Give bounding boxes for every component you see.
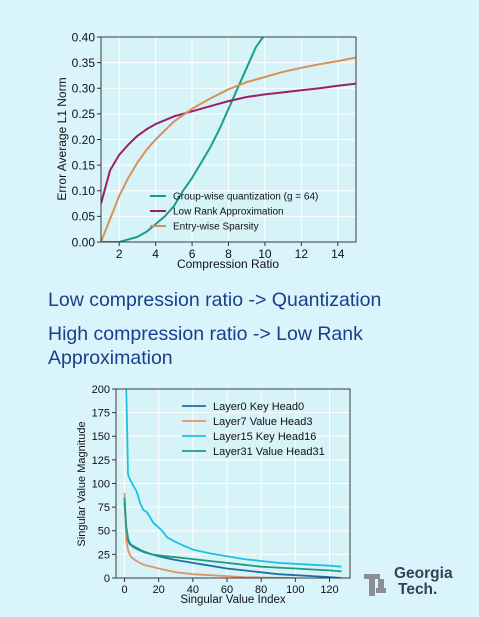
y-tick-label: 25: [98, 549, 110, 561]
y-tick-label: 0: [104, 573, 110, 585]
x-tick-label: 12: [295, 247, 309, 261]
y-tick-label: 0.35: [72, 56, 96, 70]
chart1-plot-frame: [100, 36, 357, 243]
series-line-1: [123, 492, 296, 578]
legend-label-2: Layer15 Key Head16: [213, 431, 316, 443]
series-line-2: [125, 389, 342, 568]
y-tick-label: 0.05: [72, 210, 96, 224]
georgia-tech-logo: Georgia Tech.: [364, 566, 474, 606]
takeaway-line-1: Low compression ratio -> Quantization: [48, 289, 382, 311]
chart2-grid: [116, 388, 350, 579]
legend-label-2: Entry-wise Sparsity: [173, 222, 259, 233]
chart1-lines: [101, 37, 356, 242]
x-tick-label: 100: [286, 584, 304, 596]
series-line-0: [101, 37, 264, 242]
chart2-plot-background: [116, 389, 350, 578]
y-tick-label: 0.20: [72, 133, 96, 147]
x-tick-label: 4: [152, 247, 159, 261]
y-tick-label: 100: [92, 478, 110, 490]
series-line-2: [101, 56, 356, 242]
chart1-y-axis-label: Error Average L1 Norm: [55, 77, 69, 200]
series-line-3: [123, 497, 342, 573]
chart2-y-axis-label: Singular Value Magnitude: [76, 421, 88, 546]
chart2-legend: Layer0 Key Head0 Layer7 Value Head3 Layer1…: [182, 401, 325, 458]
y-tick-label: 50: [98, 526, 110, 538]
legend-label-1: Low Rank Approximation: [173, 207, 284, 218]
x-tick-label: 40: [187, 584, 199, 596]
legend-label-0: Group-wise quantization (g = 64): [173, 192, 318, 203]
chart2-ticks: 0 20 40 60 80 100 120 0 25 50 75 100 125 150 175 200: [92, 384, 339, 596]
chart2-plot-frame: [115, 388, 351, 579]
chart1-ticks: 2 4 6 8 10 12 14 0.00 0.05 0.10 0.15 0.20 0.25 0.30 0.…: [72, 30, 345, 261]
x-tick-label: 0: [121, 584, 127, 596]
chart1-x-axis-label: Compression Ratio: [177, 257, 279, 271]
x-tick-label: 120: [320, 584, 338, 596]
chart2-lines: [123, 389, 342, 578]
logo-line-2: Tech.: [398, 581, 438, 598]
series-line-1: [101, 82, 356, 204]
x-tick-label: 2: [116, 247, 123, 261]
takeaway-line-2: High compression ratio -> Low Rank: [48, 323, 363, 345]
y-tick-label: 0.25: [72, 107, 96, 121]
y-tick-label: 150: [92, 431, 110, 443]
x-tick-label: 60: [221, 584, 233, 596]
y-tick-label: 125: [92, 455, 110, 467]
y-tick-label: 0.15: [72, 158, 96, 172]
y-tick-label: 75: [98, 502, 110, 514]
y-tick-label: 200: [92, 384, 110, 396]
legend-label-3: Layer31 Value Head31: [213, 446, 325, 458]
x-tick-label: 10: [258, 247, 272, 261]
y-tick-label: 0.00: [72, 235, 96, 249]
takeaway-line-3: Approximation: [48, 347, 173, 369]
x-tick-label: 14: [331, 247, 345, 261]
chart2-x-axis-label: Singular Value Index: [180, 594, 286, 606]
compression-error-chart: 2 4 6 8 10 12 14 0.00 0.05 0.10 0.15 0.20 0.25 0.30 0.…: [55, 30, 357, 271]
y-tick-label: 0.10: [72, 184, 96, 198]
logo-wordmark: Georgia Tech.: [394, 566, 453, 598]
chart1-legend: Group-wise quantization (g = 64) Low Rank…: [150, 192, 318, 233]
legend-label-0: Layer0 Key Head0: [213, 401, 304, 413]
y-tick-label: 0.40: [72, 30, 96, 44]
x-tick-label: 6: [189, 247, 196, 261]
y-tick-label: 0.30: [72, 82, 96, 96]
legend-label-1: Layer7 Value Head3: [213, 416, 312, 428]
y-tick-label: 175: [92, 408, 110, 420]
series-line-0: [123, 502, 342, 578]
x-tick-label: 80: [255, 584, 267, 596]
logo-line-1: Georgia: [394, 565, 453, 582]
x-tick-label: 8: [225, 247, 232, 261]
gt-logo-icon: [364, 574, 386, 596]
x-tick-label: 20: [153, 584, 165, 596]
